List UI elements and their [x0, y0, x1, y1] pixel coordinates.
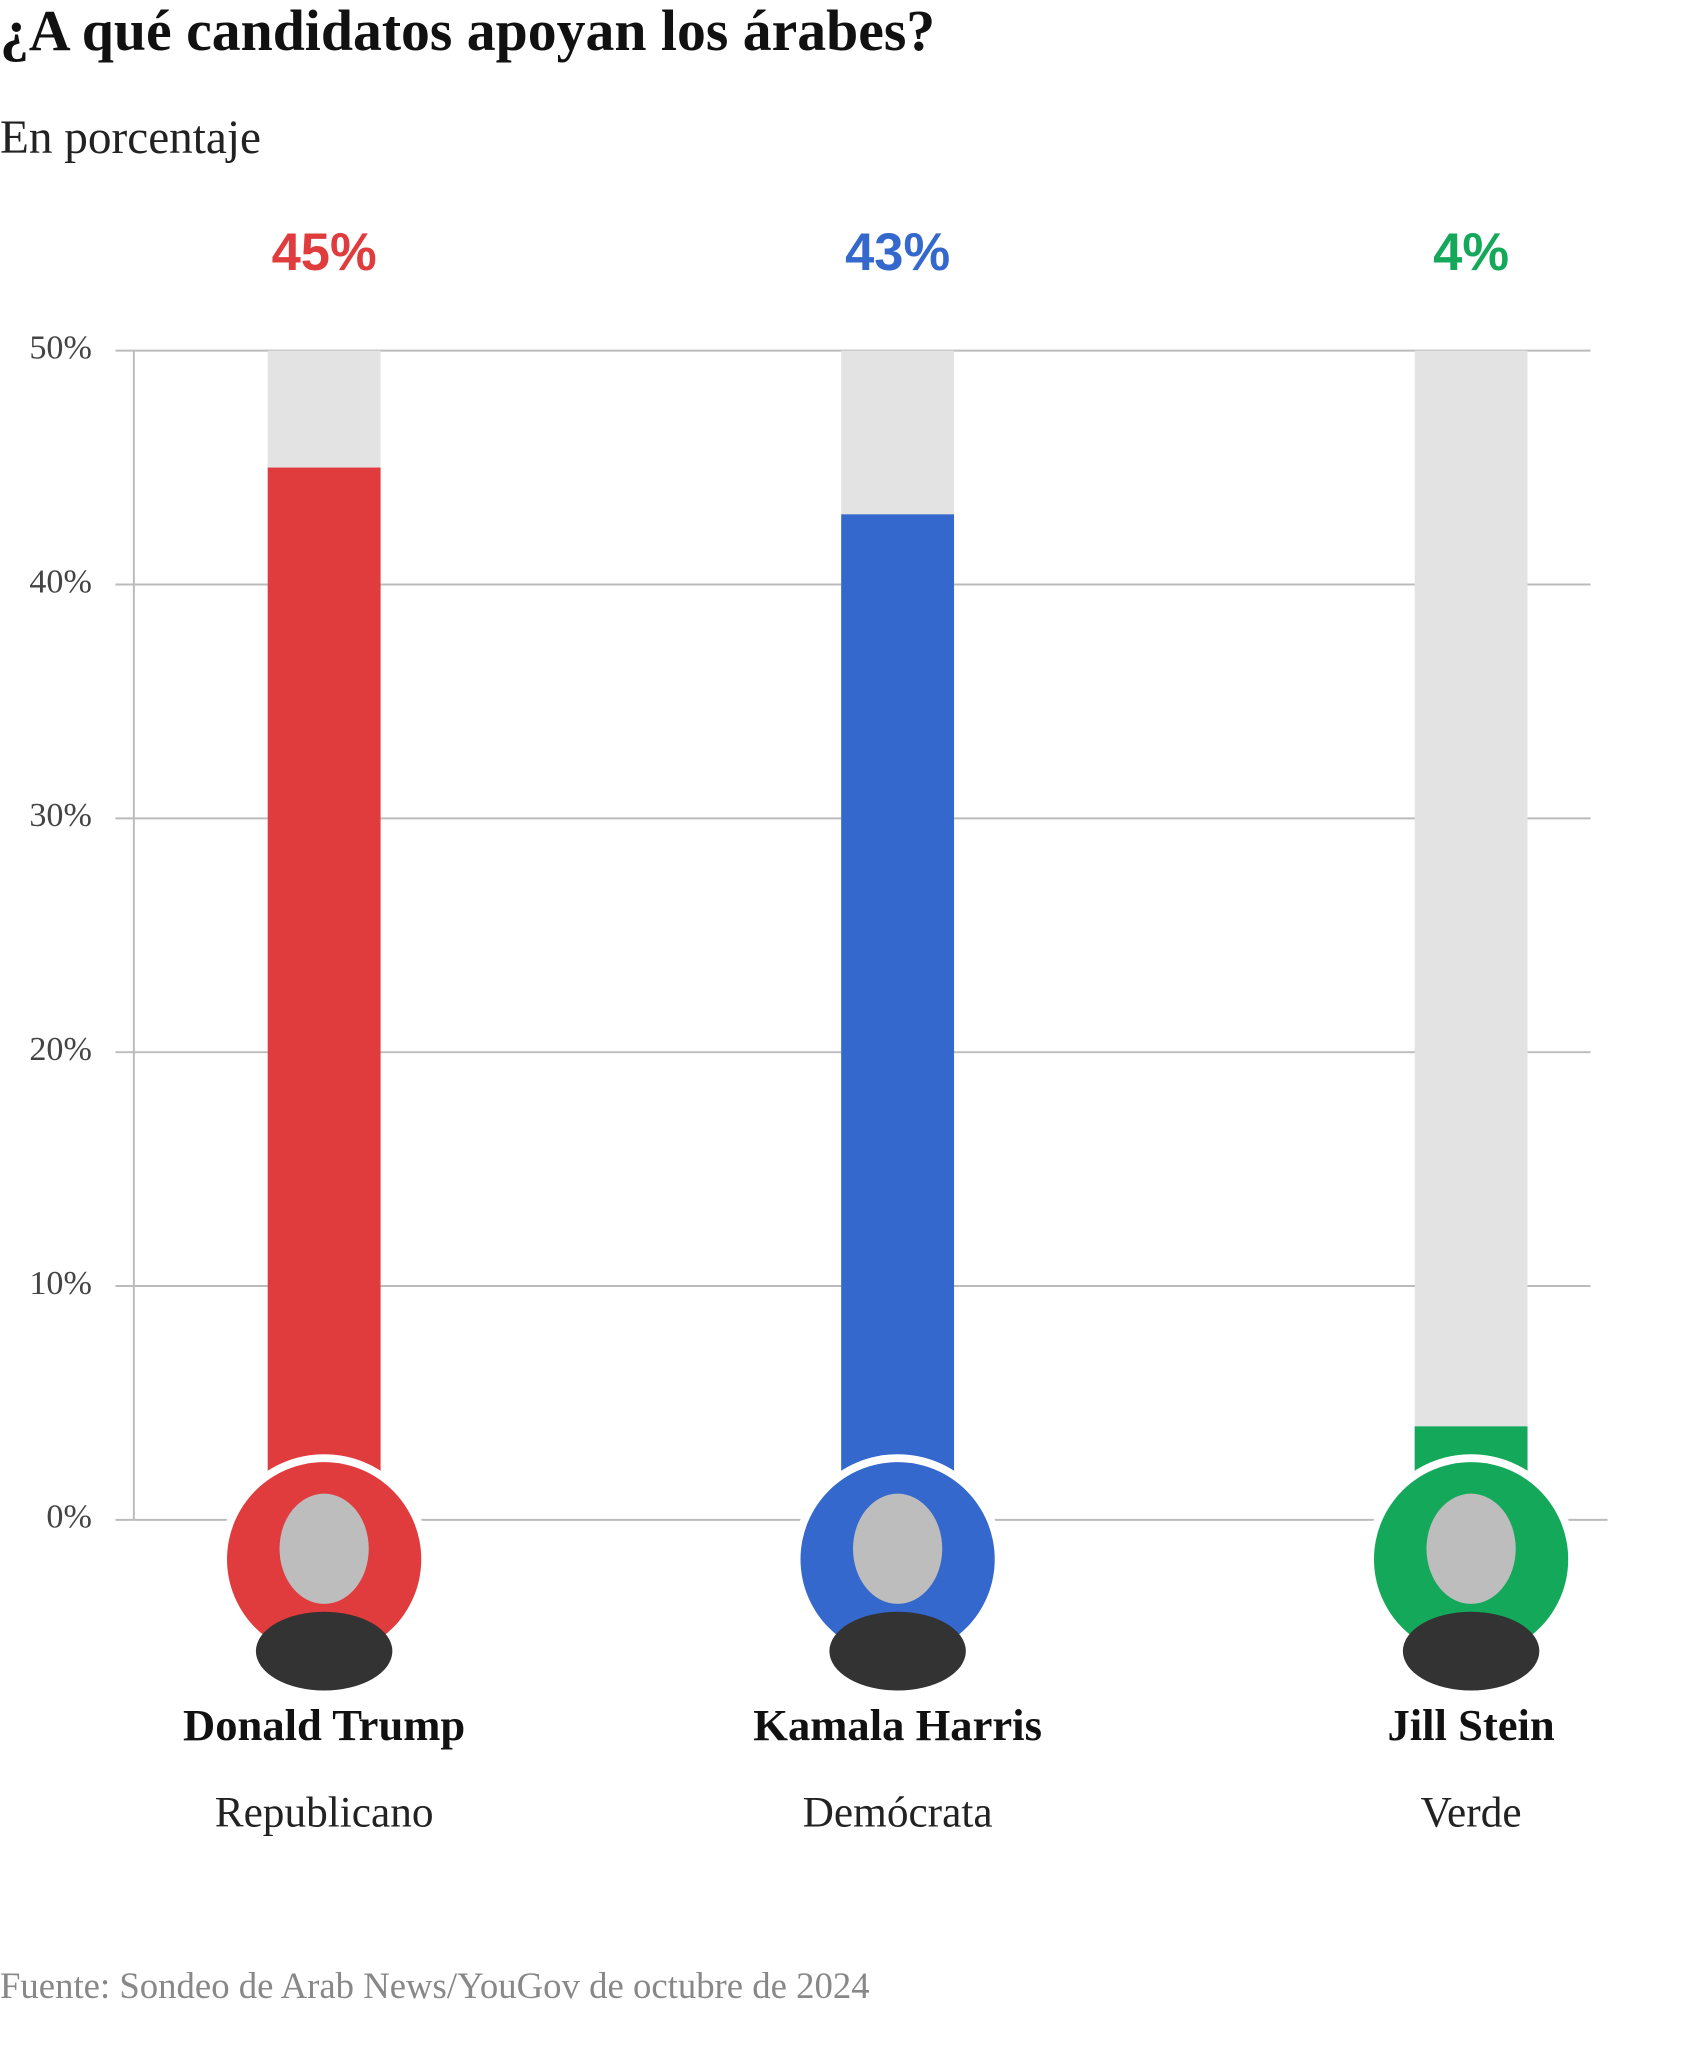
y-tick-label: 10%	[29, 1265, 92, 1302]
photo-body	[255, 1611, 393, 1691]
y-tick-label: 20%	[29, 1031, 92, 1068]
candidate-name: Donald Trump	[183, 1700, 465, 1750]
photo-head	[853, 1493, 943, 1604]
bar-track	[1414, 350, 1528, 1520]
y-tick-label: 30%	[29, 797, 92, 834]
candidate-name: Kamala Harris	[753, 1700, 1042, 1750]
candidate-party: Demócrata	[803, 1788, 993, 1836]
candidate-name: Jill Stein	[1387, 1700, 1554, 1750]
y-tick-label: 40%	[29, 563, 92, 600]
source: Fuente: Sondeo de Arab News/YouGov de oc…	[0, 1965, 870, 2006]
chart-title: ¿A qué candidatos apoyan los árabes?	[0, 0, 935, 63]
y-tick-label: 0%	[46, 1499, 91, 1536]
photo-body	[829, 1611, 966, 1691]
bar	[841, 514, 955, 1520]
photo-head	[1426, 1493, 1516, 1604]
value-label: 45%	[272, 223, 377, 282]
y-tick-label: 50%	[29, 329, 92, 366]
value-label: 4%	[1433, 223, 1509, 282]
bar	[267, 467, 381, 1520]
candidate-party: Verde	[1421, 1788, 1522, 1836]
value-label: 43%	[845, 223, 950, 282]
photo-head	[279, 1493, 369, 1604]
candidate-party: Republicano	[215, 1788, 434, 1836]
photo-body	[1402, 1611, 1540, 1691]
chart-subtitle: En porcentaje	[0, 112, 261, 164]
